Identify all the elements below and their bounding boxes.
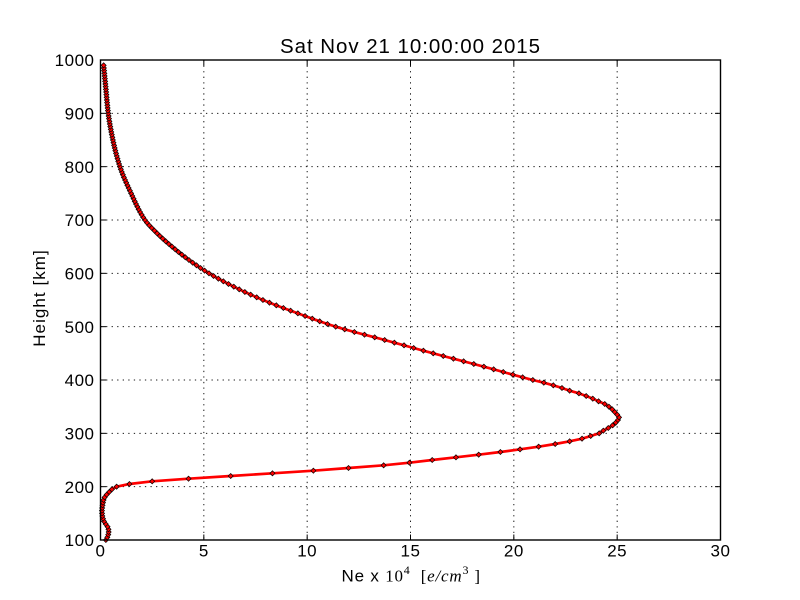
svg-text:25: 25 [607, 541, 627, 560]
svg-text:800: 800 [65, 158, 95, 177]
svg-text:0: 0 [96, 541, 106, 560]
svg-text:700: 700 [65, 211, 95, 230]
svg-text:100: 100 [65, 531, 95, 550]
svg-text:30: 30 [711, 541, 731, 560]
svg-text:Height [km]: Height [km] [30, 249, 49, 347]
svg-text:20: 20 [504, 541, 524, 560]
svg-text:500: 500 [65, 318, 95, 337]
svg-text:10: 10 [297, 541, 317, 560]
svg-text:900: 900 [65, 105, 95, 124]
svg-text:200: 200 [65, 478, 95, 497]
svg-text:300: 300 [65, 425, 95, 444]
svg-text:Sat Nov 21 10:00:00 2015: Sat Nov 21 10:00:00 2015 [280, 35, 541, 58]
svg-text:Ne x 104 [e/cm3 ]: Ne x 104 [e/cm3 ] [342, 563, 481, 586]
svg-text:400: 400 [65, 371, 95, 390]
svg-text:5: 5 [199, 541, 209, 560]
svg-text:600: 600 [65, 265, 95, 284]
svg-text:1000: 1000 [55, 51, 95, 70]
svg-text:15: 15 [401, 541, 421, 560]
